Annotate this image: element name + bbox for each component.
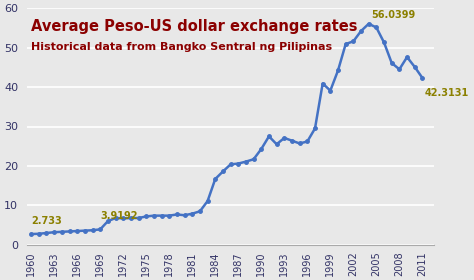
Text: Historical data from Bangko Sentral ng Pilipinas: Historical data from Bangko Sentral ng P… (31, 41, 332, 52)
Text: 2.733: 2.733 (31, 216, 62, 226)
Text: 42.3131: 42.3131 (425, 88, 469, 98)
Text: 3.9192: 3.9192 (100, 211, 138, 221)
Text: 56.0399: 56.0399 (371, 10, 415, 20)
Text: Average Peso-US dollar exchange rates: Average Peso-US dollar exchange rates (31, 19, 358, 34)
